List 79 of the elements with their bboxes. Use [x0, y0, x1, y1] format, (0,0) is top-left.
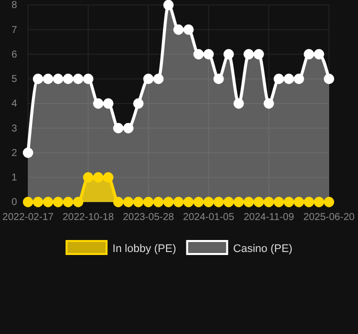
point	[163, 196, 174, 208]
point	[93, 172, 104, 183]
point	[72, 196, 84, 208]
point	[234, 196, 244, 208]
point	[163, 0, 174, 10]
point	[143, 196, 154, 208]
point	[284, 74, 294, 84]
point	[153, 196, 164, 208]
point	[93, 98, 104, 109]
point	[133, 98, 144, 109]
y-tick-label: 3	[11, 123, 18, 134]
point	[173, 24, 184, 35]
point	[254, 49, 264, 60]
y-tick-label: 6	[11, 49, 18, 60]
point	[324, 74, 334, 84]
point	[32, 74, 44, 84]
point	[62, 196, 74, 208]
point	[183, 196, 194, 208]
point	[264, 196, 274, 208]
point	[183, 24, 194, 35]
point	[223, 196, 234, 208]
point	[203, 196, 214, 208]
point	[193, 196, 204, 208]
y-tick-label: 1	[11, 172, 18, 184]
x-tick-label: 2025-06-20	[303, 212, 356, 224]
point	[223, 49, 234, 60]
point	[123, 196, 134, 208]
x-tick-label: 2024-11-09	[244, 212, 294, 224]
point	[213, 196, 224, 208]
point	[244, 49, 254, 60]
point	[22, 196, 34, 208]
point	[193, 49, 204, 60]
point	[123, 122, 134, 134]
y-tick-label: 7	[11, 24, 18, 36]
point	[22, 148, 34, 158]
x-tick-label: 2023-05-28	[122, 212, 174, 224]
point	[133, 196, 144, 208]
point	[72, 74, 84, 84]
point	[234, 98, 244, 109]
point	[213, 74, 224, 84]
point	[83, 172, 94, 183]
point	[304, 196, 314, 208]
point	[294, 196, 304, 208]
legend-label: In lobby (PE)	[112, 243, 176, 255]
point	[52, 74, 64, 84]
point	[52, 196, 64, 208]
y-tick-label: 8	[11, 0, 18, 12]
x-tick-label: 2022-02-17	[2, 212, 54, 224]
point	[143, 74, 154, 84]
y-tick-label: 2	[11, 148, 18, 159]
point	[113, 196, 124, 208]
y-tick-label: 4	[11, 98, 18, 110]
point	[274, 196, 284, 208]
point	[153, 74, 164, 84]
point	[294, 74, 304, 84]
legend-label: Casino (PE)	[233, 243, 292, 255]
point	[254, 196, 264, 208]
point	[264, 98, 274, 109]
point	[314, 49, 324, 60]
point	[314, 196, 324, 208]
point	[103, 98, 114, 109]
y-tick-label: 5	[11, 74, 18, 86]
point	[274, 74, 284, 84]
point	[203, 49, 214, 60]
x-tick-label: 2022-10-18	[62, 212, 114, 224]
point	[103, 172, 114, 183]
point	[173, 196, 184, 208]
point	[42, 196, 54, 208]
point	[42, 74, 54, 84]
point	[62, 74, 74, 84]
point	[113, 122, 124, 134]
x-tick-label: 2024-01-05	[183, 212, 235, 224]
point	[284, 196, 294, 208]
point	[32, 196, 44, 208]
point	[304, 49, 314, 60]
y-tick-label: 0	[11, 197, 18, 208]
point	[83, 74, 94, 84]
point	[324, 196, 334, 208]
point	[244, 196, 254, 208]
